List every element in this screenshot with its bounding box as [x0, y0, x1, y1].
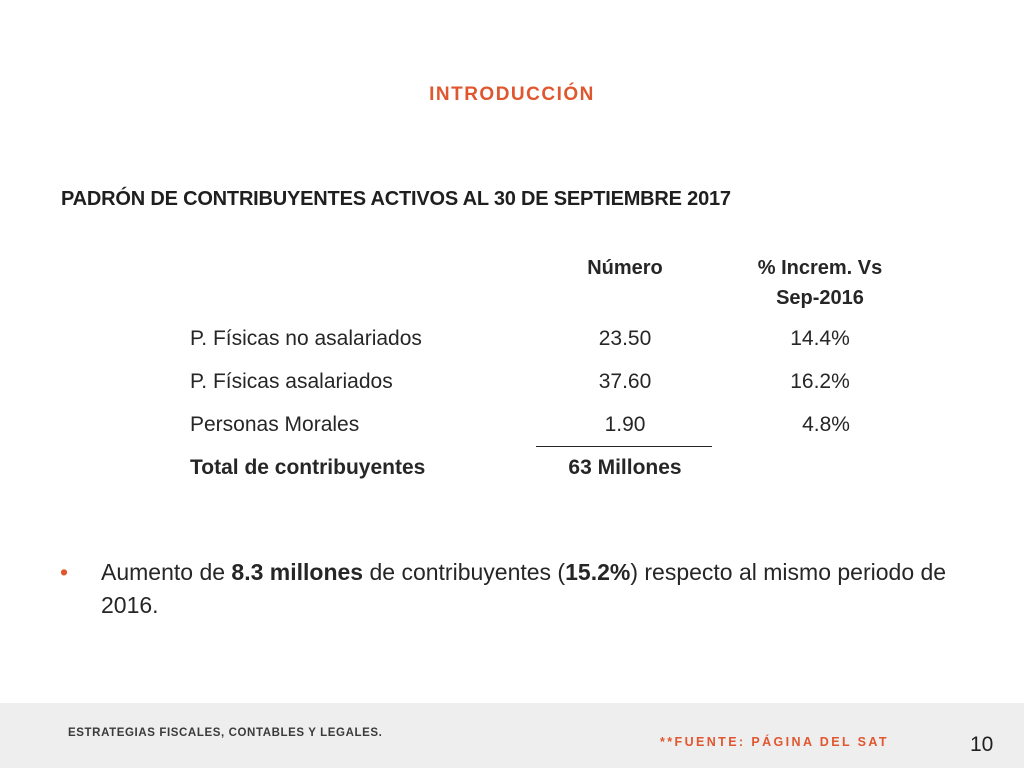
section-title: INTRODUCCIÓN — [429, 84, 595, 105]
row-percent: 4.8% — [802, 413, 850, 436]
table-row: P. Físicas no asalariados 23.50 14.4% — [0, 327, 1024, 357]
column-header-percent-line1: % Increm. Vs — [757, 257, 883, 279]
bullet-text: Aumento de 8.3 millones de contribuyente… — [101, 556, 951, 622]
bullet-text-part: de contribuyentes ( — [363, 559, 566, 585]
column-header-percent: % Increm. Vs Sep-2016 — [740, 253, 900, 313]
total-label: Total de contribuyentes — [190, 456, 426, 479]
bullet-highlight-millions: 8.3 millones — [231, 559, 364, 585]
row-label: P. Físicas asalariados — [190, 370, 393, 393]
row-label: Personas Morales — [190, 413, 360, 436]
slide-subtitle: PADRÓN DE CONTRIBUYENTES ACTIVOS AL 30 D… — [61, 188, 731, 210]
table-row: P. Físicas asalariados 37.60 16.2% — [0, 370, 1024, 400]
total-number: 63 Millones — [568, 456, 682, 479]
total-divider — [536, 446, 712, 447]
table-total-row: Total de contribuyentes 63 Millones — [0, 456, 1024, 486]
bullet-highlight-percent: 15.2% — [565, 559, 631, 585]
column-header-percent-line2: Sep-2016 — [776, 287, 864, 309]
column-header-number: Número — [587, 257, 663, 279]
footer-bar: ESTRATEGIAS FISCALES, CONTABLES Y LEGALE… — [0, 703, 1024, 768]
row-number: 37.60 — [598, 370, 652, 393]
page-number: 10 — [970, 733, 994, 756]
row-label: P. Físicas no asalariados — [190, 327, 422, 350]
bullet-marker: • — [60, 559, 69, 585]
table-row: Personas Morales 1.90 4.8% — [0, 413, 1024, 443]
row-percent: 14.4% — [790, 327, 850, 350]
bullet-text-part: Aumento de — [101, 559, 232, 585]
row-percent: 16.2% — [790, 370, 850, 393]
row-number: 1.90 — [604, 413, 646, 436]
footer-source: **FUENTE: PÁGINA DEL SAT — [660, 735, 889, 749]
row-number: 23.50 — [598, 327, 652, 350]
footer-company-text: ESTRATEGIAS FISCALES, CONTABLES Y LEGALE… — [68, 727, 383, 739]
bullet-text-part: ) respecto al mismo periodo de 2016. — [101, 559, 947, 618]
